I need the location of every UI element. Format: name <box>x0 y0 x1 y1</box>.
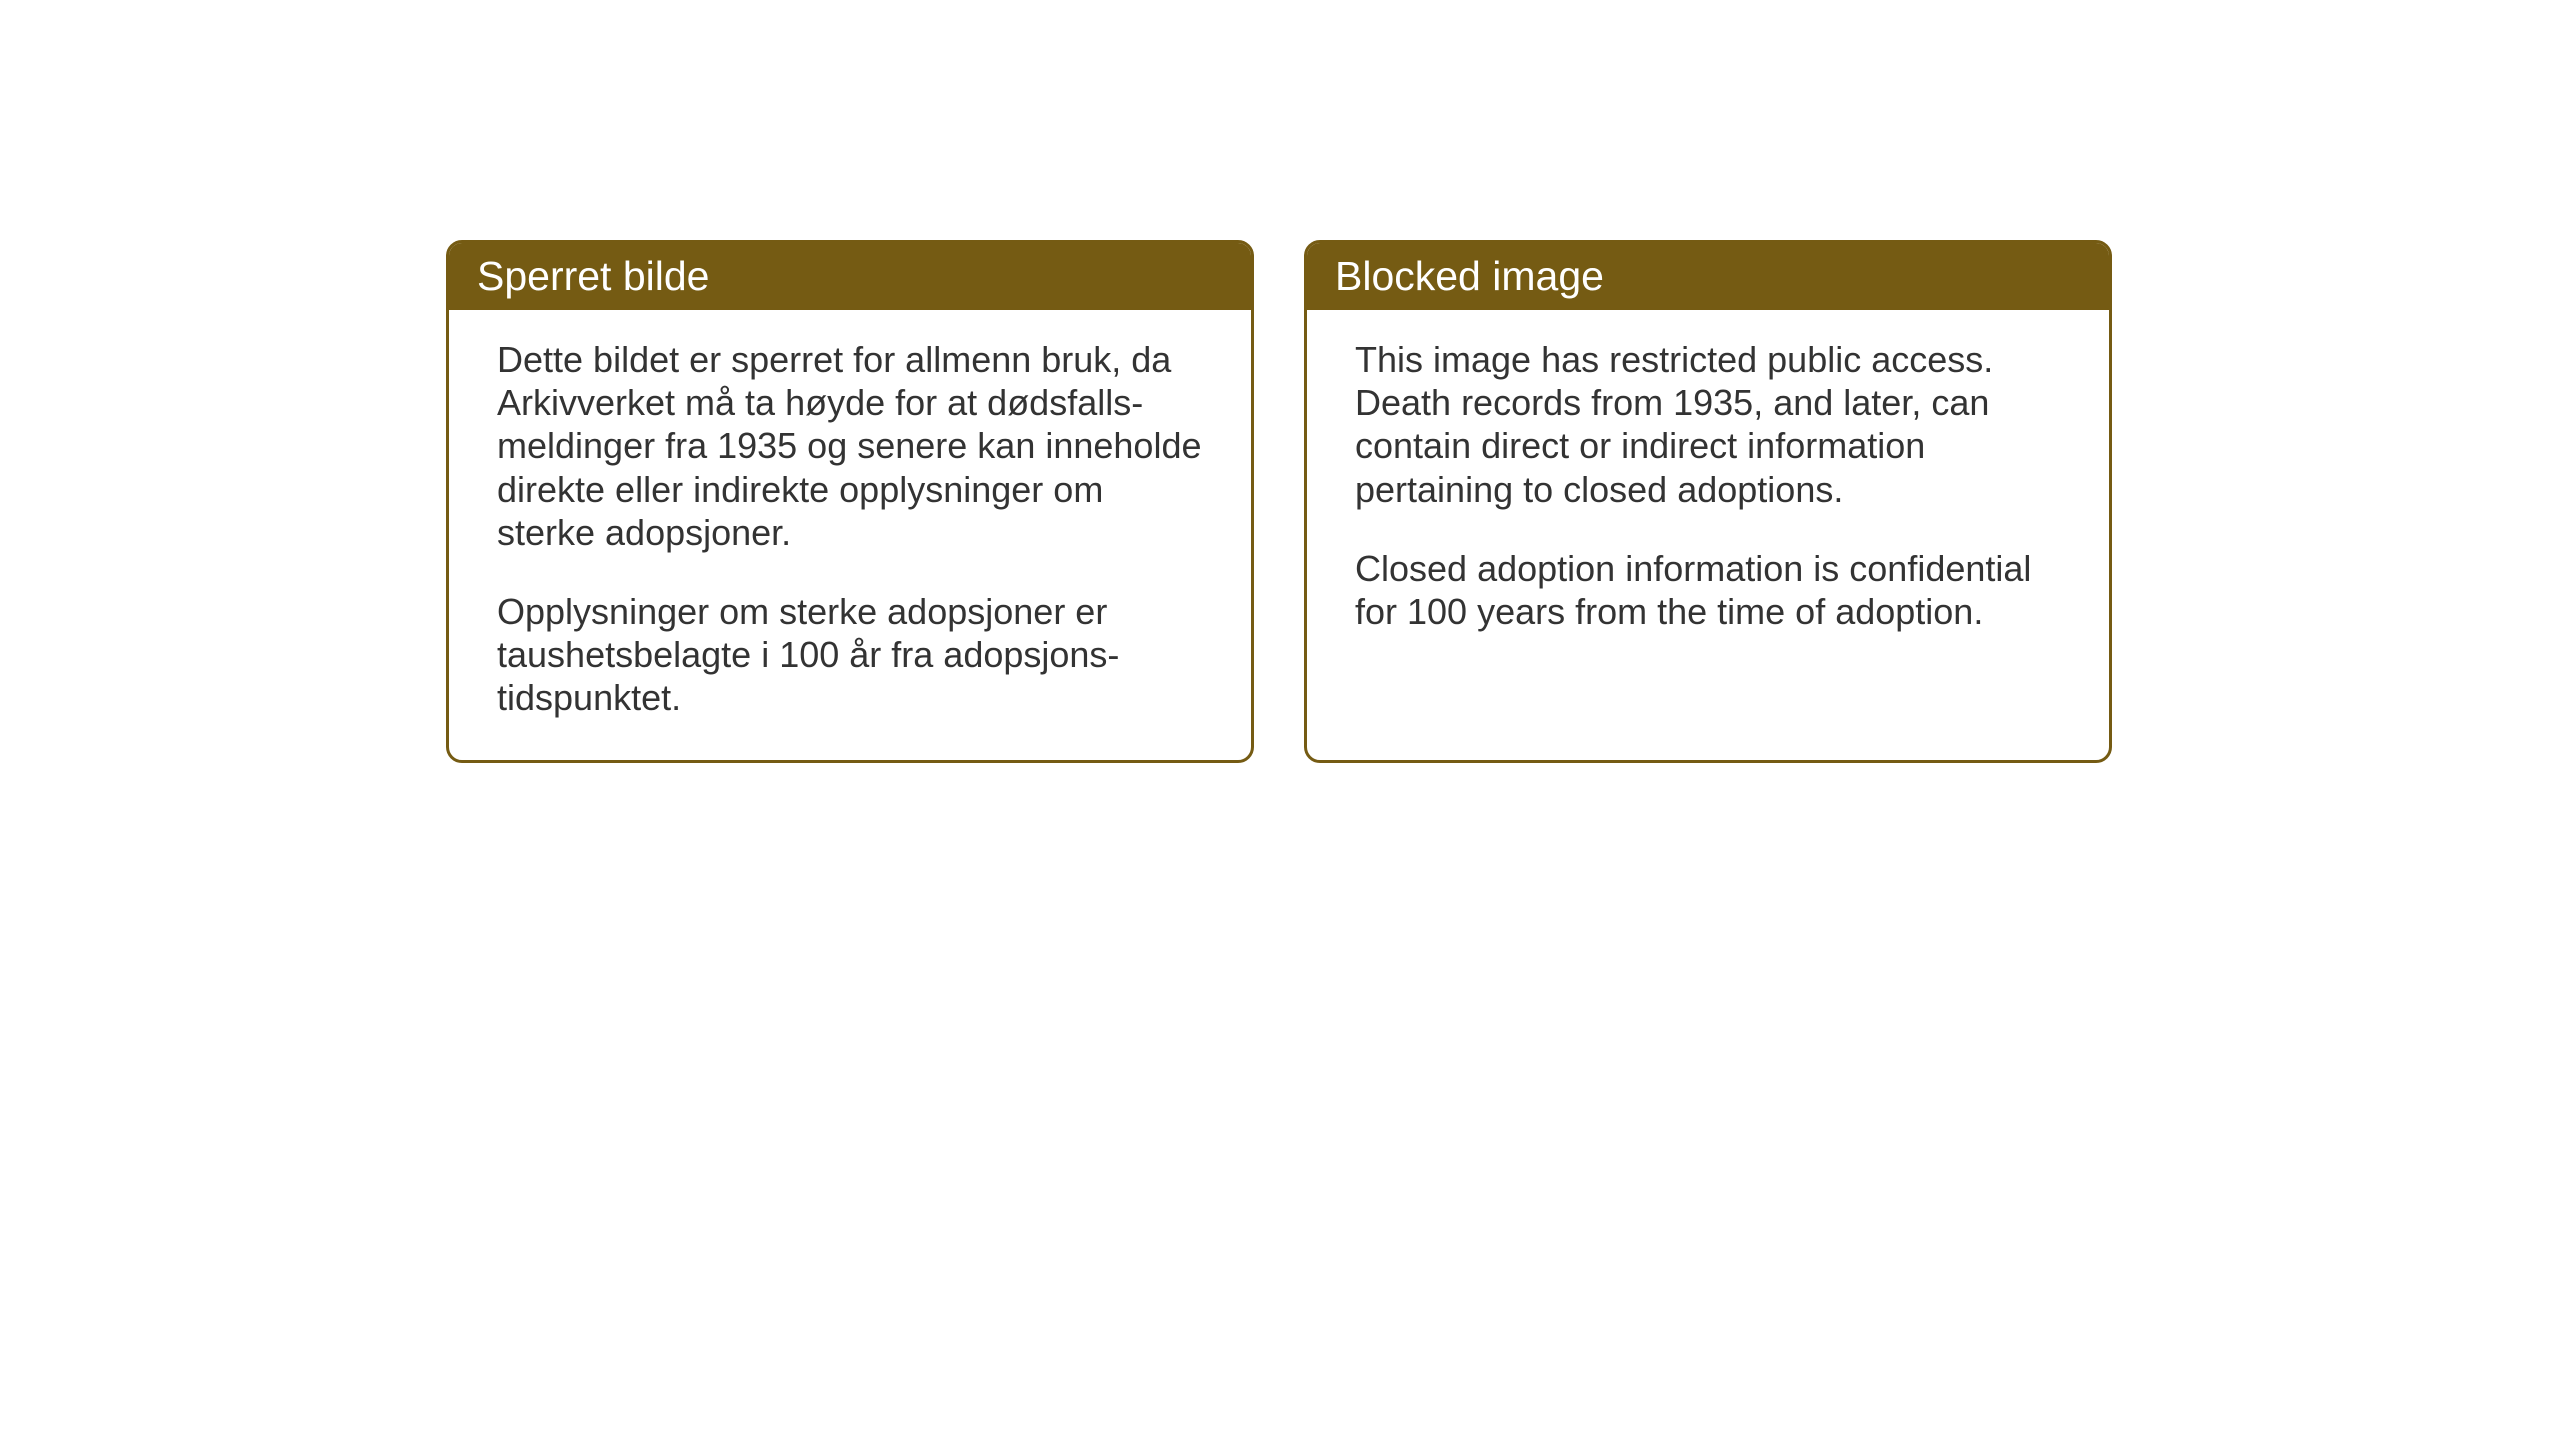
notice-container: Sperret bilde Dette bildet er sperret fo… <box>446 240 2112 763</box>
card-title-english: Blocked image <box>1335 253 1604 299</box>
card-title-norwegian: Sperret bilde <box>477 253 709 299</box>
card-paragraph-1-english: This image has restricted public access.… <box>1355 338 2061 511</box>
card-body-english: This image has restricted public access.… <box>1307 310 2109 673</box>
card-paragraph-2-english: Closed adoption information is confident… <box>1355 547 2061 633</box>
card-body-norwegian: Dette bildet er sperret for allmenn bruk… <box>449 310 1251 760</box>
notice-card-english: Blocked image This image has restricted … <box>1304 240 2112 763</box>
notice-card-norwegian: Sperret bilde Dette bildet er sperret fo… <box>446 240 1254 763</box>
card-paragraph-1-norwegian: Dette bildet er sperret for allmenn bruk… <box>497 338 1203 554</box>
card-header-english: Blocked image <box>1307 243 2109 310</box>
card-header-norwegian: Sperret bilde <box>449 243 1251 310</box>
card-paragraph-2-norwegian: Opplysninger om sterke adopsjoner er tau… <box>497 590 1203 720</box>
